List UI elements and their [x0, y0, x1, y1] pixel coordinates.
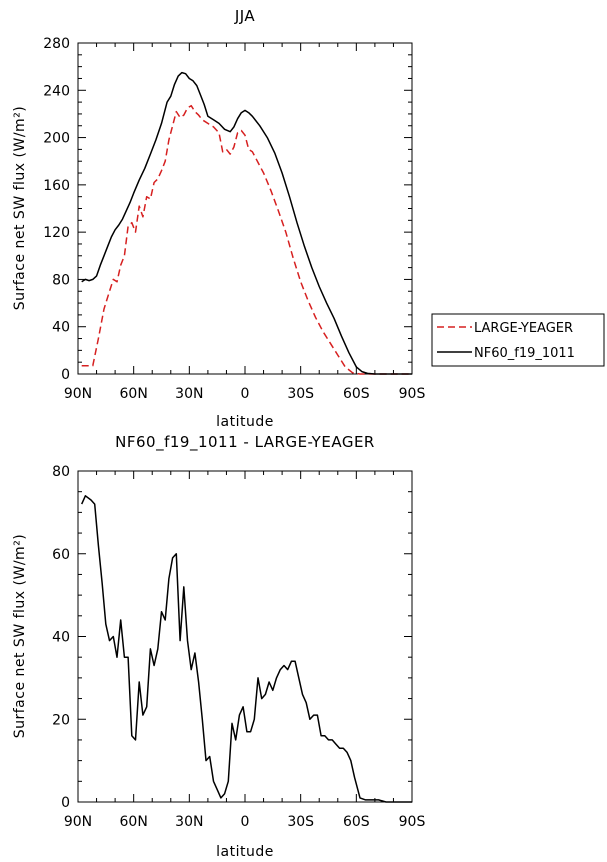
top-series-line-large-yeager — [81, 104, 412, 375]
top-y-tick-label: 40 — [52, 320, 70, 336]
bottom-x-tick-label: 90S — [399, 814, 426, 830]
bottom-y-tick-label: 40 — [52, 630, 70, 646]
bottom-plot-frame — [77, 470, 413, 803]
top-x-tick-label: 30S — [287, 386, 314, 402]
bottom-series-line-nf60-f19-1011-large-yeager — [81, 495, 412, 803]
legend-box — [431, 313, 605, 367]
bottom-axis-ticks: 90N 60N 30N 0 30S 60S 90S 0 20 40 60 80 — [52, 464, 425, 830]
bottom-x-tick-label: 30S — [287, 814, 314, 830]
top-x-tick-label: 30N — [175, 386, 203, 402]
top-x-tick-label: 90N — [64, 386, 92, 402]
top-series-group — [81, 71, 412, 375]
top-y-tick-label: 80 — [52, 272, 70, 288]
top-y-tick-label: 120 — [43, 225, 70, 241]
legend: LARGE-YEAGER NF60_f19_1011 — [431, 313, 605, 367]
bottom-x-tick-label: 90N — [64, 814, 92, 830]
top-x-tick-label: 90S — [399, 386, 426, 402]
top-axis-ticks: 90N 60N 30N 0 30S 60S 90S 0 40 80 120 160 200 240 280 — [43, 36, 425, 402]
bottom-x-tick-label: 60N — [120, 814, 148, 830]
bottom-y-axis-label: Surface net SW flux (W/m²) — [12, 534, 28, 739]
top-x-tick-label: 0 — [241, 386, 250, 402]
top-series-line-nf60-f19-1011 — [81, 71, 412, 375]
panel-bottom: NF60_f19_1011 - LARGE-YEAGER 90N 60N 30N 0 3… — [12, 433, 425, 860]
top-y-axis-label: Surface net SW flux (W/m²) — [12, 106, 28, 311]
top-y-tick-label: 280 — [43, 36, 70, 52]
top-y-tick-label: 200 — [43, 131, 70, 147]
top-chart-title: JJA — [234, 7, 256, 25]
bottom-y-tick-label: 20 — [52, 712, 70, 728]
panel-top: JJA 90N 60N 30N 0 30S 60S 90S 0 40 80 120 160 200 240… — [12, 7, 425, 430]
top-x-axis-label: latitude — [216, 414, 274, 430]
top-y-tick-label: 160 — [43, 178, 70, 194]
bottom-series-group — [81, 495, 412, 803]
bottom-y-tick-label: 60 — [52, 547, 70, 563]
bottom-x-tick-label: 0 — [241, 814, 250, 830]
top-y-tick-label: 240 — [43, 83, 70, 99]
bottom-x-tick-label: 60S — [343, 814, 370, 830]
legend-label-nf60: NF60_f19_1011 — [474, 346, 575, 361]
bottom-chart-title: NF60_f19_1011 - LARGE-YEAGER — [115, 433, 375, 452]
bottom-x-tick-label: 30N — [175, 814, 203, 830]
top-y-tick-label: 0 — [61, 367, 70, 383]
bottom-y-tick-label: 0 — [61, 795, 70, 811]
bottom-y-tick-label: 80 — [52, 464, 70, 480]
bottom-x-axis-label: latitude — [216, 844, 274, 860]
legend-label-large-yeager: LARGE-YEAGER — [474, 321, 573, 336]
top-x-tick-label: 60N — [120, 386, 148, 402]
top-x-tick-label: 60S — [343, 386, 370, 402]
